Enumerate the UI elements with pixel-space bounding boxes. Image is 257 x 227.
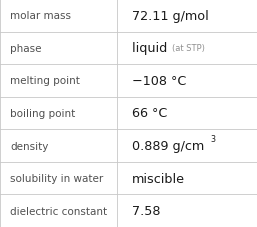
Text: 0.889 g/cm: 0.889 g/cm: [132, 139, 205, 152]
Text: 7.58: 7.58: [132, 204, 161, 217]
Text: solubility in water: solubility in water: [10, 173, 104, 183]
Text: 66 °C: 66 °C: [132, 107, 168, 120]
Text: boiling point: boiling point: [10, 109, 76, 118]
Text: dielectric constant: dielectric constant: [10, 206, 107, 216]
Text: melting point: melting point: [10, 76, 80, 86]
Text: 3: 3: [211, 134, 216, 143]
Text: 72.11 g/mol: 72.11 g/mol: [132, 10, 209, 23]
Text: molar mass: molar mass: [10, 11, 71, 21]
Text: (at STP): (at STP): [172, 44, 205, 53]
Text: liquid: liquid: [132, 42, 176, 55]
Text: miscible: miscible: [132, 172, 185, 185]
Text: phase: phase: [10, 44, 42, 54]
Text: density: density: [10, 141, 49, 151]
Text: −108 °C: −108 °C: [132, 75, 187, 88]
